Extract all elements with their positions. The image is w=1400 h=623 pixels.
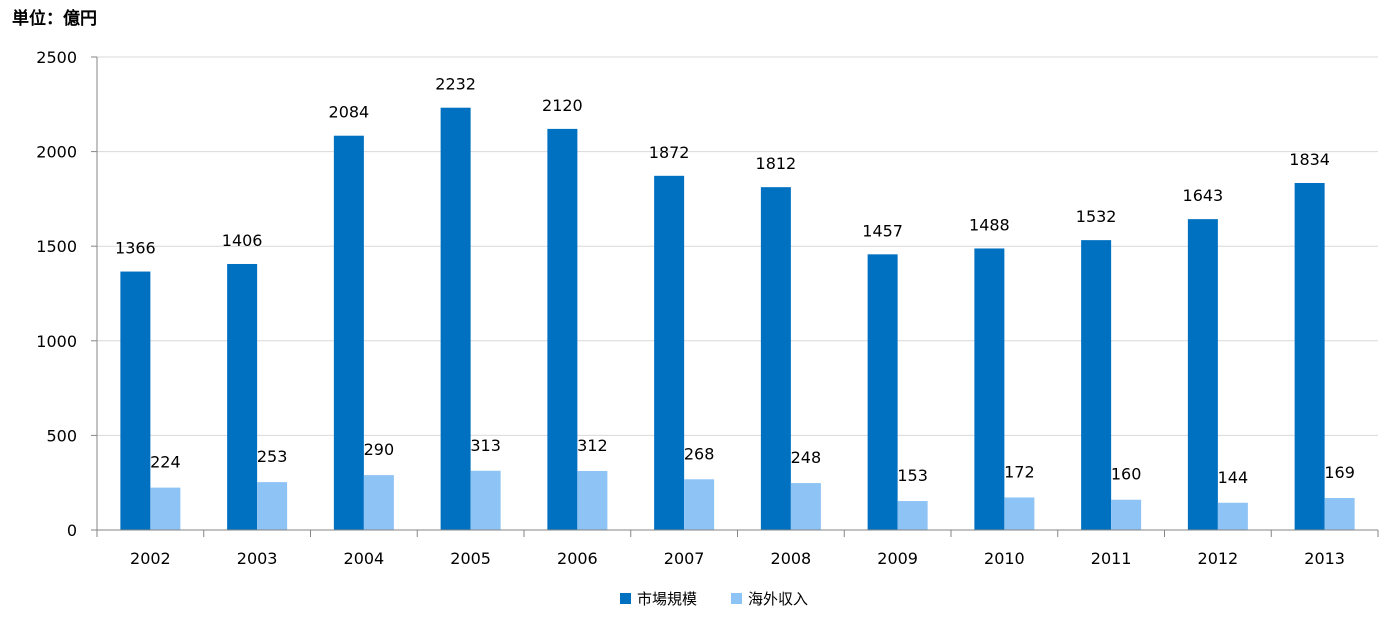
y-tick-label: 1500 [36,237,77,256]
y-tick-label: 2500 [36,48,77,67]
data-label-series-1: 1488 [969,215,1010,234]
y-tick-label: 500 [46,426,77,445]
x-tick-label: 2005 [450,549,491,568]
bar-series-2 [790,483,821,530]
data-label-series-1: 1643 [1183,186,1224,205]
bar-series-1 [1294,183,1325,530]
data-label-series-2: 290 [364,440,395,459]
bar-series-2 [684,479,715,530]
bars [120,107,1355,530]
data-label-series-1: 1532 [1076,207,1117,226]
data-label-series-1: 1872 [649,143,690,162]
bar-series-1 [227,263,258,530]
bar-series-1 [974,248,1005,530]
data-label-series-1: 2232 [435,75,476,94]
x-tick-label: 2011 [1091,549,1132,568]
legend-label: 海外収入 [748,590,808,608]
data-label-series-2: 268 [684,444,715,463]
bar-series-2 [1111,499,1142,530]
bar-series-1 [440,107,471,530]
data-label-series-2: 160 [1111,465,1142,484]
x-tick-label: 2010 [984,549,1025,568]
data-label-series-2: 248 [791,448,822,467]
legend-swatch [620,593,631,604]
bar-series-1 [654,175,685,530]
bar-series-2 [1004,497,1035,530]
bar-series-1 [333,135,364,530]
bar-series-1 [1081,240,1112,530]
data-label-series-2: 224 [150,453,181,472]
x-tick-label: 2003 [237,549,278,568]
y-tick-label: 2000 [36,143,77,162]
data-label-series-2: 313 [470,436,501,455]
bar-series-2 [150,487,181,530]
bar-series-1 [547,128,578,530]
data-label-series-1: 2120 [542,96,583,115]
data-label-series-1: 1366 [115,239,156,258]
data-label-series-2: 153 [897,466,928,485]
bar-series-2 [577,470,608,530]
bar-series-1 [1187,219,1218,530]
legend-swatch [731,593,742,604]
legend: 市場規模 海外収入 [620,590,808,608]
bar-series-2 [363,475,394,530]
y-axis-ticks: 0 500 1000 1500 2000 2500 [36,48,97,540]
data-label-series-1: 1834 [1289,150,1330,169]
bar-series-1 [867,254,898,530]
data-label-series-2: 253 [257,447,288,466]
bar-series-2 [257,482,288,530]
data-label-series-1: 1812 [756,154,797,173]
data-label-series-1: 1406 [222,231,263,250]
bar-series-1 [760,187,791,530]
x-tick-label: 2008 [771,549,812,568]
bar-series-2 [470,470,501,530]
data-labels: 1366 224 1406 253 2084 290 2232 313 2120 312 1872 2… [115,75,1355,487]
data-label-series-1: 1457 [862,221,903,240]
x-tick-label: 2002 [130,549,171,568]
x-tick-label: 2004 [344,549,385,568]
bar-series-1 [120,271,151,530]
data-label-series-2: 172 [1004,462,1035,481]
data-label-series-1: 2084 [329,103,370,122]
x-tick-label: 2009 [877,549,918,568]
y-tick-label: 1000 [36,332,77,351]
bar-series-2 [1324,498,1355,530]
bar-series-2 [897,501,928,530]
data-label-series-2: 144 [1218,468,1249,487]
unit-label: 単位：億円 [12,8,97,29]
legend-label: 市場規模 [637,590,697,608]
data-label-series-2: 312 [577,436,608,455]
gridlines [97,56,1378,436]
x-tick-label: 2007 [664,549,705,568]
data-label-series-2: 169 [1324,463,1355,482]
x-tick-label: 2006 [557,549,598,568]
x-axis: 2002 2003 2004 2005 2006 2007 2008 2009 2010 2011… [96,57,1379,568]
y-tick-label: 0 [67,521,77,540]
bar-series-2 [1217,502,1248,530]
x-tick-label: 2013 [1304,549,1345,568]
x-tick-label: 2012 [1198,549,1239,568]
